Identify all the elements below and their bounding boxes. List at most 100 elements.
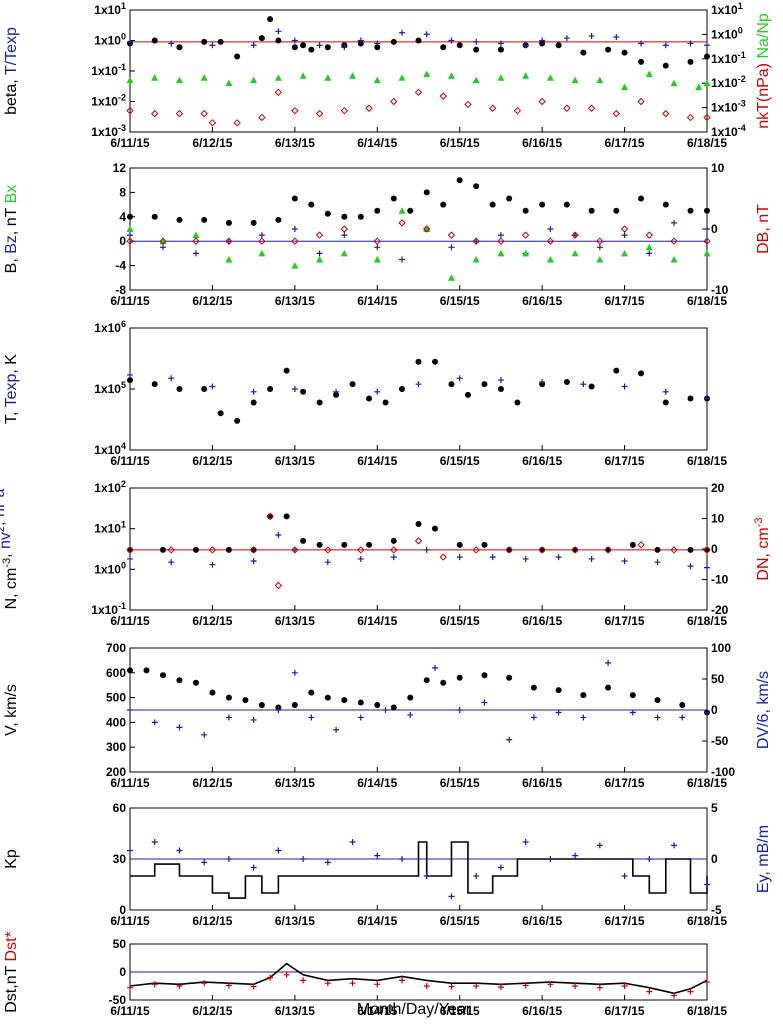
series-beta-1 (127, 28, 710, 51)
data-point-beta (621, 83, 629, 90)
data-point-Kp (621, 873, 628, 879)
y-tick-label-V: 600 (106, 666, 126, 680)
data-point-N (283, 513, 290, 520)
data-point-N (670, 546, 678, 554)
data-point-B (315, 231, 324, 239)
data-point-beta (390, 38, 397, 45)
data-point-beta (374, 44, 381, 51)
x-tick-label-N: 6/15/15 (440, 614, 480, 628)
data-point-B (176, 216, 183, 223)
y-tick-label-V: 200 (106, 765, 126, 779)
data-point-B (340, 249, 348, 257)
y-tick-label-V: 700 (106, 641, 126, 655)
x-tick-label-beta: 6/14/15 (357, 136, 397, 150)
data-point-Dst (250, 983, 257, 990)
data-point-B (670, 237, 678, 245)
data-point-B (407, 207, 414, 214)
data-point-Dst (374, 981, 381, 988)
y-tick-label-B: 4 (119, 210, 126, 224)
y-right-tick-label-beta: 1x10-2 (711, 74, 746, 90)
series-T-1 (127, 371, 710, 402)
data-point-beta (291, 106, 299, 115)
data-point-Dst (547, 981, 554, 988)
data-point-Kp (448, 893, 455, 900)
x-tick-label-V: 6/11/15 (110, 776, 150, 790)
data-point-V (291, 702, 298, 709)
data-point-T (176, 386, 183, 392)
series-T-0 (127, 358, 710, 424)
data-point-B (192, 250, 199, 257)
y-right-tick-label-N: 0 (711, 542, 718, 556)
y-right-tick-label-Kp: 0 (711, 852, 718, 866)
x-tick-label-V: 6/13/15 (275, 776, 315, 790)
data-point-N (604, 546, 612, 554)
data-point-beta (522, 72, 530, 79)
data-point-beta (464, 100, 472, 109)
data-point-T (127, 371, 133, 378)
x-tick-label-Kp: 6/13/15 (275, 914, 315, 928)
data-point-B (704, 207, 710, 214)
data-point-V (456, 674, 463, 681)
x-tick-label-Dst: 6/15/15 (440, 1004, 480, 1018)
data-point-beta (538, 97, 546, 106)
data-point-N (127, 555, 133, 562)
data-point-beta (662, 62, 669, 69)
series-B-2 (126, 207, 711, 281)
data-point-beta (299, 72, 307, 79)
data-point-B (308, 201, 315, 208)
x-tick-label-T: 6/11/15 (110, 454, 150, 468)
data-point-V (629, 709, 636, 716)
data-point-T (300, 388, 307, 395)
data-point-T (704, 395, 710, 402)
data-point-B (151, 213, 158, 220)
data-point-beta (613, 34, 620, 41)
data-point-T (127, 377, 133, 384)
y-tick-label-beta: 1x10-3 (91, 123, 126, 139)
data-point-beta (440, 44, 447, 51)
data-point-B (497, 232, 504, 239)
data-point-V (506, 674, 513, 681)
data-point-beta (225, 79, 233, 87)
data-point-N (250, 546, 257, 553)
y-axis-right-label-B: DB, nT (755, 204, 772, 254)
data-point-T (662, 399, 669, 406)
data-point-T (497, 386, 504, 392)
data-point-V (176, 724, 183, 731)
data-point-T (563, 379, 570, 386)
data-point-T (588, 383, 595, 390)
data-point-V (530, 684, 537, 691)
data-point-N (522, 555, 529, 562)
data-point-beta (497, 40, 504, 47)
data-point-V (357, 699, 364, 706)
data-point-B (291, 262, 299, 269)
data-point-B (341, 232, 348, 239)
data-point-beta (250, 42, 257, 49)
data-point-T (662, 388, 669, 395)
data-point-beta (390, 97, 398, 106)
data-point-Dst (267, 974, 274, 981)
series-beta-2 (126, 70, 711, 90)
y-right-tick-label-V: -50 (711, 734, 729, 748)
data-point-beta (127, 38, 133, 45)
data-point-beta (168, 40, 175, 47)
x-tick-label-N: 6/12/15 (192, 614, 232, 628)
data-point-Dst (201, 980, 208, 987)
data-point-B (192, 231, 200, 239)
data-point-beta (340, 106, 349, 115)
data-point-V (629, 692, 636, 699)
data-point-beta (233, 119, 241, 127)
data-point-B (398, 219, 406, 227)
y-axis-label-N: N, cm-3, nv2, nPa (0, 488, 20, 609)
x-tick-label-V: 6/18/15 (687, 776, 727, 790)
x-tick-label-beta: 6/12/15 (192, 136, 232, 150)
data-point-V (481, 672, 488, 679)
data-point-N (267, 513, 274, 520)
data-point-T (374, 388, 381, 395)
data-point-beta (472, 76, 480, 84)
series-Dst-1 (127, 971, 710, 999)
data-point-B (316, 256, 324, 263)
data-point-beta (151, 74, 159, 81)
data-point-N (629, 541, 636, 548)
data-point-beta (258, 113, 266, 122)
x-tick-label-B: 6/12/15 (192, 294, 232, 308)
